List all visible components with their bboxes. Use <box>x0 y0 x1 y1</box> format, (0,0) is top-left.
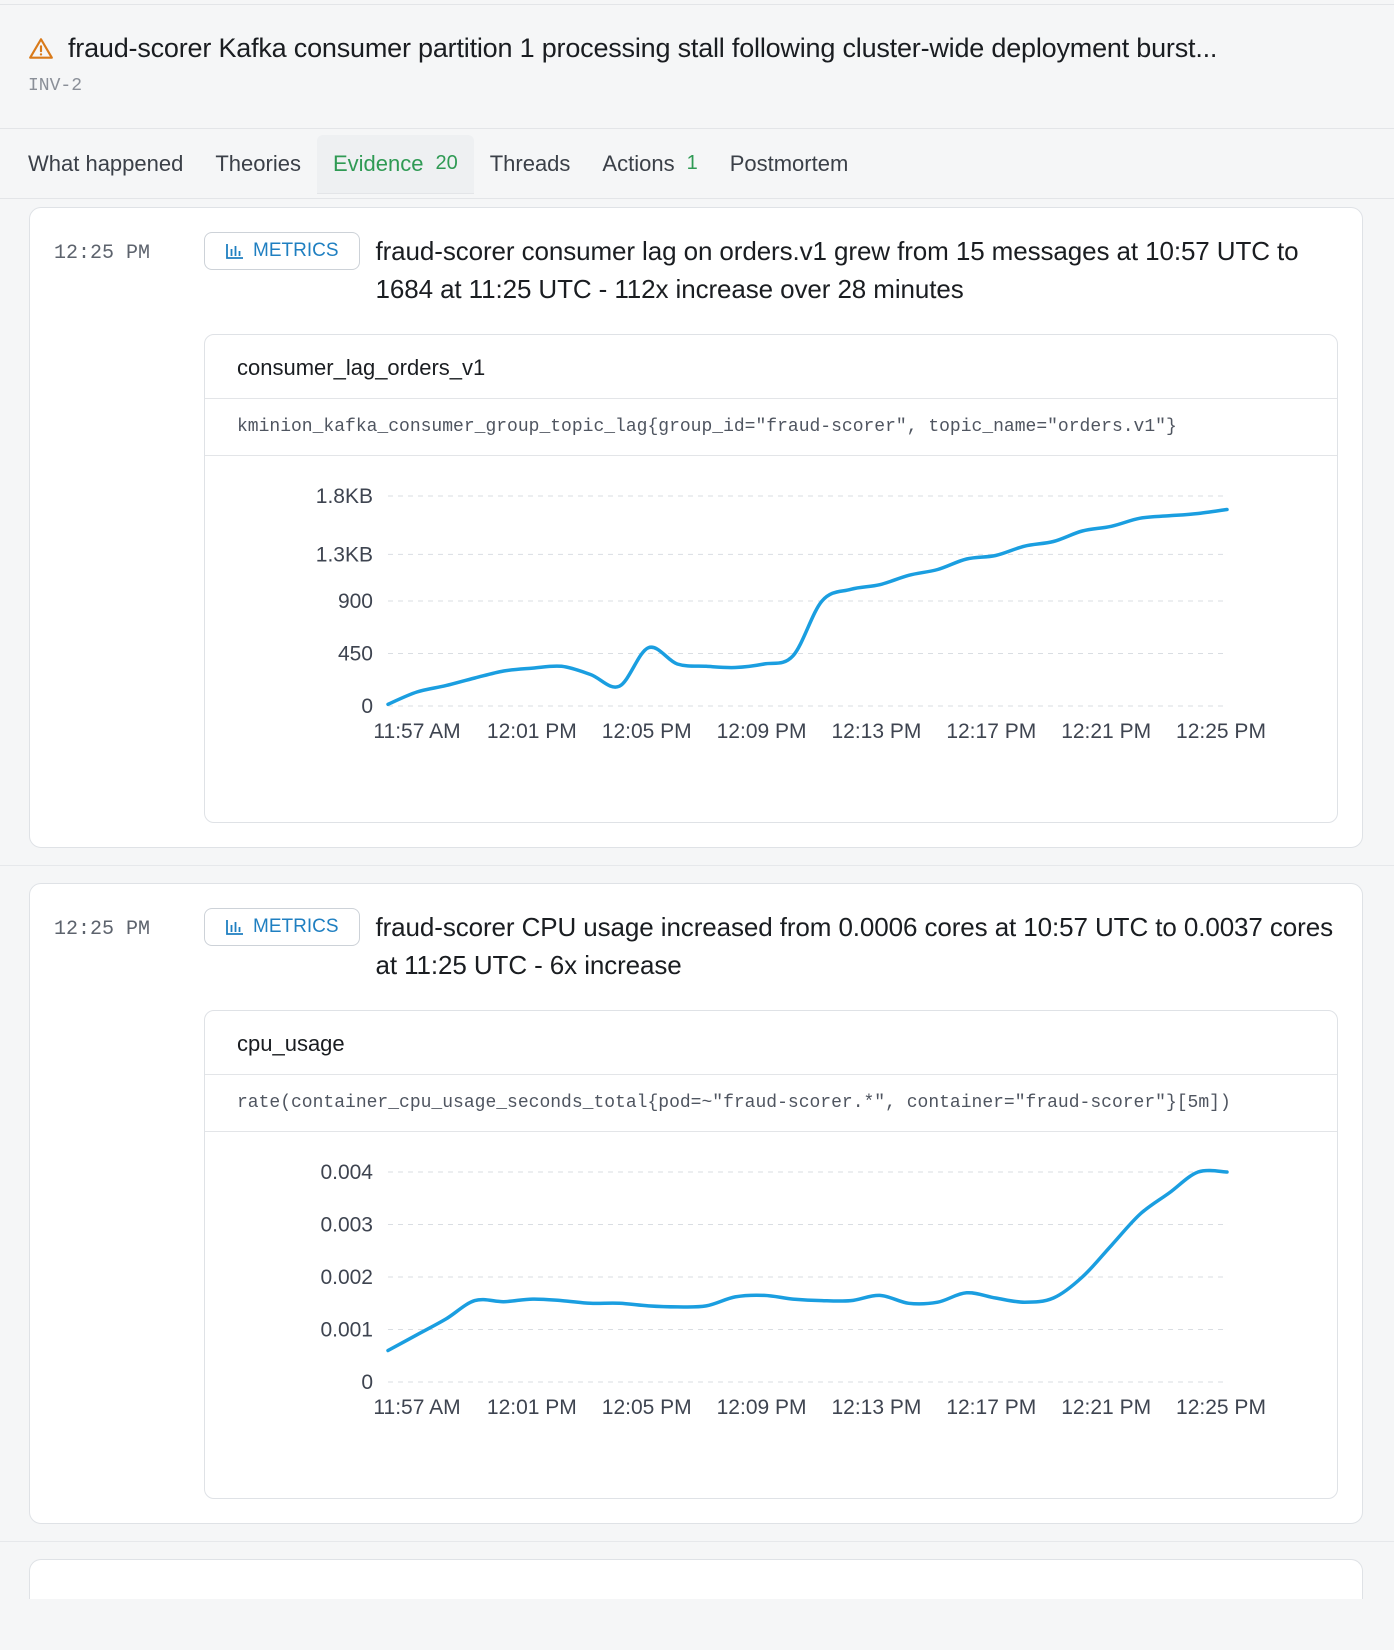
chart-area: 0 0.001 0.002 0.003 0.004 11:57 AM 12:01 PM 12:… <box>205 1132 1337 1498</box>
tab-theories[interactable]: Theories <box>199 135 317 193</box>
chart-panel: cpu_usage rate(container_cpu_usage_secon… <box>204 1010 1338 1499</box>
x-tick-label: 12:25 PM <box>1176 720 1266 743</box>
title-row: fraud-scorer Kafka consumer partition 1 … <box>28 33 1366 64</box>
bar-chart-icon <box>226 920 243 935</box>
y-tick-label: 450 <box>338 643 373 666</box>
evidence-card[interactable]: 12:25 PM METRICS fraud-scorer consumer l… <box>29 207 1363 848</box>
incident-header: fraud-scorer Kafka consumer partition 1 … <box>0 5 1394 129</box>
tab-bar: What happened Theories Evidence 20 Thread… <box>0 129 1394 199</box>
tab-actions[interactable]: Actions 1 <box>586 135 713 193</box>
y-tick-label: 0 <box>361 1371 373 1394</box>
x-tick-label: 12:13 PM <box>831 720 921 743</box>
x-tick-label: 12:21 PM <box>1061 1396 1151 1419</box>
x-tick-label: 12:17 PM <box>946 1396 1036 1419</box>
y-tick-label: 1.3KB <box>316 543 373 566</box>
metrics-badge: METRICS <box>204 908 360 946</box>
evidence-card-partial[interactable] <box>29 1559 1363 1599</box>
x-tick-label: 12:05 PM <box>602 1396 692 1419</box>
tab-count: 1 <box>686 152 698 174</box>
x-tick-label: 11:57 AM <box>373 720 460 743</box>
y-tick-label: 0.003 <box>320 1214 373 1237</box>
evidence-summary: fraud-scorer CPU usage increased from 0.… <box>375 912 1334 980</box>
bar-chart-icon <box>226 244 243 259</box>
tab-label: Actions <box>602 150 675 176</box>
tab-label: Threads <box>489 150 571 176</box>
series-line <box>386 507 1229 707</box>
y-tick-label: 900 <box>338 590 373 613</box>
y-tick-label: 0.001 <box>320 1319 373 1342</box>
evidence-list: 12:25 PM METRICS fraud-scorer consumer l… <box>0 199 1394 1599</box>
evidence-item: 12:25 PM METRICS fraud-scorer CPU usage … <box>0 883 1394 1542</box>
tab-what-happened[interactable]: What happened <box>28 135 199 193</box>
evidence-summary: fraud-scorer consumer lag on orders.v1 g… <box>375 236 1299 304</box>
badge-label: METRICS <box>253 916 339 937</box>
x-tick-label: 12:25 PM <box>1176 1396 1266 1419</box>
chart-name: cpu_usage <box>205 1011 1337 1075</box>
tab-label: What happened <box>28 150 184 176</box>
top-border <box>0 0 1394 5</box>
chart-panel: consumer_lag_orders_v1 kminion_kafka_con… <box>204 334 1338 823</box>
y-tick-label: 0.002 <box>320 1266 373 1289</box>
tab-evidence[interactable]: Evidence 20 <box>316 134 474 193</box>
x-tick-label: 12:13 PM <box>831 1396 921 1419</box>
y-tick-label: 1.8KB <box>316 485 373 508</box>
tab-count: 20 <box>435 152 458 174</box>
x-tick-label: 12:01 PM <box>487 1396 577 1419</box>
chart-name: consumer_lag_orders_v1 <box>205 335 1337 399</box>
tab-label: Theories <box>215 150 301 176</box>
evidence-time: 12:25 PM <box>54 918 151 941</box>
evidence-card[interactable]: 12:25 PM METRICS fraud-scorer CPU usage … <box>29 883 1363 1524</box>
evidence-header: 12:25 PM METRICS fraud-scorer CPU usage … <box>30 908 1338 984</box>
y-tick-label: 0 <box>361 695 373 718</box>
line-chart: 0 450 900 1.3KB 1.8KB 11:57 AM 12:01 PM 12:05 P… <box>316 485 1266 743</box>
series-line <box>386 1168 1229 1353</box>
tab-label: Postmortem <box>729 150 849 176</box>
badge-label: METRICS <box>253 240 339 261</box>
incident-id: INV-2 <box>28 76 83 96</box>
warning-triangle-icon <box>29 37 53 59</box>
evidence-time: 12:25 PM <box>54 242 151 265</box>
tab-postmortem[interactable]: Postmortem <box>714 135 865 193</box>
y-tick-label: 0.004 <box>320 1161 373 1184</box>
incident-title: fraud-scorer Kafka consumer partition 1 … <box>68 33 1218 63</box>
evidence-header: 12:25 PM METRICS fraud-scorer consumer l… <box>30 232 1338 308</box>
metrics-badge: METRICS <box>204 232 360 270</box>
evidence-item: 12:25 PM METRICS fraud-scorer consumer l… <box>0 207 1394 866</box>
x-tick-label: 12:09 PM <box>717 720 807 743</box>
chart-area: 0 450 900 1.3KB 1.8KB 11:57 AM 12:01 PM 12:05 P… <box>205 456 1337 822</box>
tab-label: Evidence <box>332 150 424 176</box>
x-tick-label: 12:01 PM <box>487 720 577 743</box>
x-tick-label: 11:57 AM <box>373 1396 460 1419</box>
x-tick-label: 12:05 PM <box>602 720 692 743</box>
tab-threads[interactable]: Threads <box>474 135 587 193</box>
x-tick-label: 12:17 PM <box>946 720 1036 743</box>
x-tick-label: 12:09 PM <box>717 1396 807 1419</box>
chart-query: kminion_kafka_consumer_group_topic_lag{g… <box>205 399 1337 456</box>
x-tick-label: 12:21 PM <box>1061 720 1151 743</box>
chart-query: rate(container_cpu_usage_seconds_total{p… <box>205 1075 1337 1132</box>
line-chart: 0 0.001 0.002 0.003 0.004 11:57 AM 12:01 PM 12:… <box>320 1161 1266 1419</box>
